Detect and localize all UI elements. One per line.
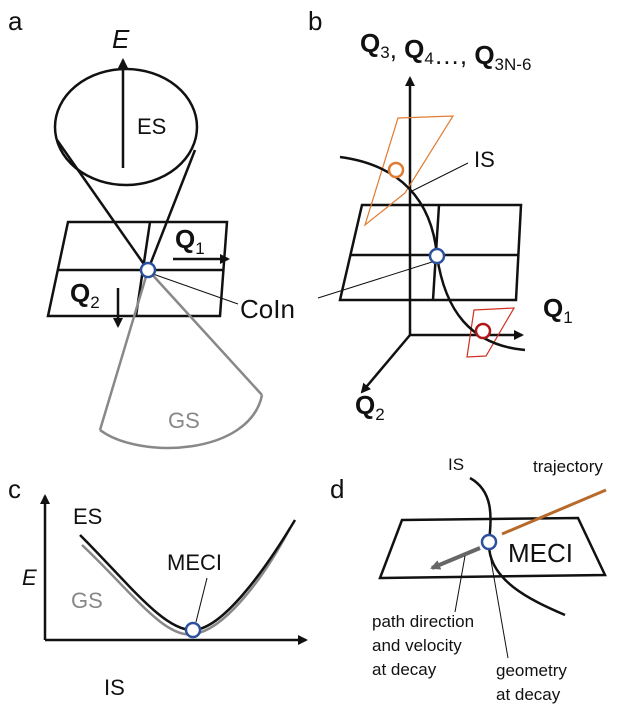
trajectory-label: trajectory	[533, 457, 603, 476]
coin-point	[428, 247, 446, 265]
symbol: Q	[175, 224, 195, 254]
axis-label: Q1	[543, 293, 573, 327]
surface-label: ES	[137, 114, 166, 139]
axis-label: E	[22, 565, 37, 590]
panel-label: b	[308, 6, 322, 36]
axis-label: Q2	[355, 390, 385, 424]
surface-label: GS	[71, 588, 103, 613]
pointer	[454, 555, 466, 613]
symbol: Q	[404, 34, 424, 64]
panel-label: d	[330, 474, 344, 504]
upper-plane	[363, 115, 455, 227]
axis-label: E	[112, 24, 130, 54]
shapes	[40, 58, 607, 659]
subscript: 1	[563, 308, 572, 327]
lower-point	[474, 322, 492, 340]
note-line: geometry	[496, 661, 567, 680]
cone-edge	[146, 149, 197, 271]
lower-plane	[466, 307, 516, 358]
axis-label: IS	[104, 675, 125, 700]
coin-pointers	[152, 261, 433, 305]
intersection-label: CoIn	[240, 294, 295, 324]
axis-label: Q1	[175, 224, 205, 258]
symbol: Q	[355, 390, 375, 420]
symbol: Q	[474, 40, 494, 70]
upper-cone-rim	[53, 67, 199, 187]
cone-rim	[99, 394, 264, 450]
panel-label: a	[8, 6, 23, 36]
gs-curve	[81, 527, 292, 636]
point-label: MECI	[167, 550, 222, 575]
branching-plane	[46, 220, 229, 318]
symbol: Q	[360, 28, 380, 58]
branching-plane	[378, 516, 607, 580]
cone-edge	[98, 269, 150, 431]
meci-point	[480, 533, 498, 551]
axis-label: Q2	[70, 278, 100, 312]
note-line: at decay	[496, 685, 561, 704]
subscript: 3	[380, 43, 389, 62]
cone-edge	[147, 269, 263, 396]
point-label: MECI	[508, 538, 573, 568]
note-line: at decay	[372, 660, 437, 679]
pointer	[409, 162, 469, 193]
panel-label: c	[8, 474, 21, 504]
lower-cone	[98, 269, 264, 450]
separator: …,	[434, 40, 474, 70]
subscript: 4	[424, 49, 433, 68]
note-line: and velocity	[372, 636, 462, 655]
subscript: 1	[195, 239, 204, 258]
pointer	[317, 261, 433, 299]
separator: ,	[390, 34, 404, 64]
surface-label: ES	[73, 504, 102, 529]
axis-label: Q3, Q4…, Q3N-6	[360, 28, 531, 74]
seam-label: IS	[474, 147, 495, 172]
cone-edge	[55, 139, 150, 271]
direction-arrow	[430, 546, 481, 570]
meci-point	[184, 621, 202, 639]
trajectory-line	[501, 488, 607, 536]
subscript: 2	[375, 405, 384, 424]
note-line: path direction	[372, 612, 474, 631]
symbol: Q	[70, 278, 90, 308]
pointer	[195, 577, 208, 623]
upper-point	[387, 161, 405, 179]
subscript: 3N-6	[495, 55, 532, 74]
seam-label: IS	[448, 455, 464, 474]
subscript: 2	[90, 293, 99, 312]
pointer	[152, 273, 239, 305]
surface-label: GS	[168, 408, 200, 433]
pointer	[488, 548, 509, 659]
q2-axis	[360, 334, 411, 394]
branching-plane	[338, 203, 523, 302]
symbol: Q	[543, 293, 563, 323]
coin-point	[139, 261, 157, 279]
